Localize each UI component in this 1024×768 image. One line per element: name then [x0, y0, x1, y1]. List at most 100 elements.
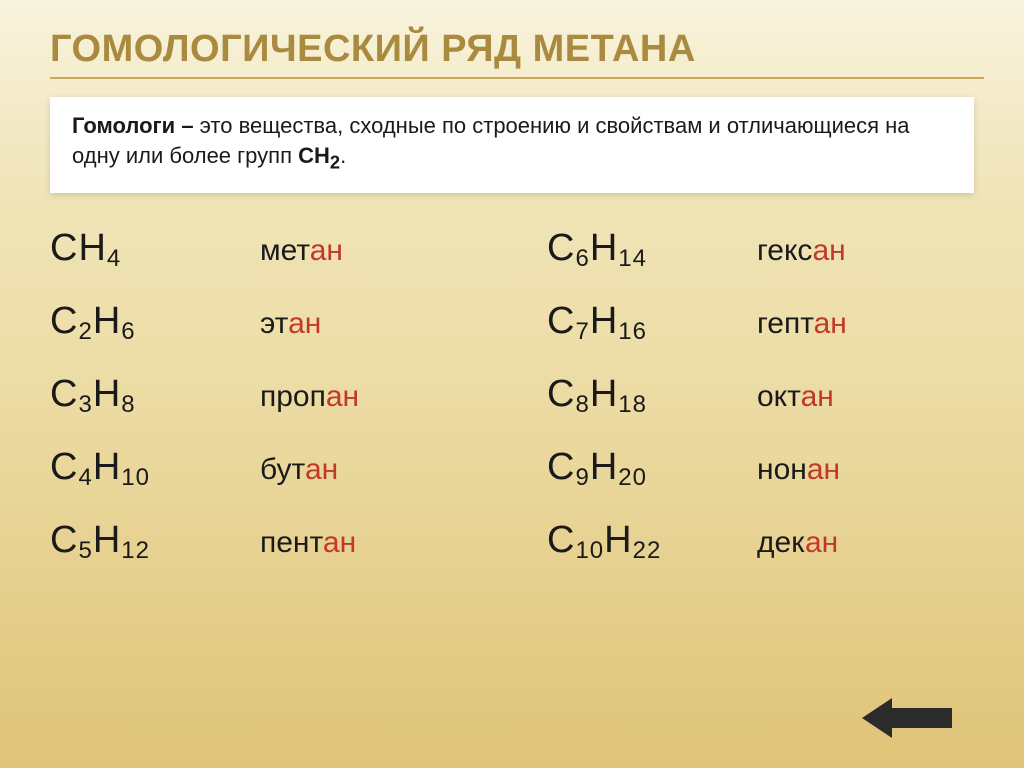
chemical-formula: С8Н18 — [547, 373, 757, 416]
name-suffix: ан — [310, 234, 343, 267]
compound-name: октан — [757, 380, 834, 414]
compound-name: пентан — [260, 526, 356, 560]
formula-sub2: 22 — [633, 537, 662, 564]
formula-sub2: 16 — [618, 318, 647, 345]
formula-row: С6Н14гексан — [547, 227, 974, 270]
formula-sub2: 12 — [121, 537, 150, 564]
formula-prefix: С — [547, 373, 575, 415]
group-subscript: 2 — [330, 151, 340, 172]
formula-sub1: 5 — [78, 537, 92, 564]
definition-group: СН2 — [298, 143, 340, 168]
chemical-formula: С9Н20 — [547, 446, 757, 489]
compound-name: гептан — [757, 307, 847, 341]
formula-mid: Н — [93, 446, 121, 488]
compound-name: бутан — [260, 453, 338, 487]
formula-sub2: 20 — [618, 464, 647, 491]
formula-mid: Н — [604, 519, 632, 561]
name-root: окт — [757, 380, 801, 413]
left-column: СН4метанС2Н6этанС3Н8пропанС4Н10бутанС5Н1… — [50, 227, 477, 592]
formula-sub1: 10 — [575, 537, 604, 564]
chemical-formula: СН4 — [50, 227, 260, 270]
formula-row: С9Н20нонан — [547, 446, 974, 489]
chemical-formula: С6Н14 — [547, 227, 757, 270]
definition-tail: . — [340, 143, 346, 168]
name-root: эт — [260, 307, 288, 340]
name-root: мет — [260, 234, 310, 267]
formula-mid: Н — [590, 446, 618, 488]
definition-text: Гомологи – это вещества, сходные по стро… — [72, 111, 952, 175]
chemical-formula: С4Н10 — [50, 446, 260, 489]
name-suffix: ан — [801, 380, 834, 413]
chemical-formula: С3Н8 — [50, 373, 260, 416]
formula-prefix: С — [50, 446, 78, 488]
formula-prefix: С — [50, 519, 78, 561]
slide-title: ГОМОЛОГИЧЕСКИЙ РЯД МЕТАНА — [50, 28, 984, 79]
formula-columns: СН4метанС2Н6этанС3Н8пропанС4Н10бутанС5Н1… — [0, 227, 1024, 592]
formula-sub2: 10 — [121, 464, 150, 491]
title-section: ГОМОЛОГИЧЕСКИЙ РЯД МЕТАНА — [0, 0, 1024, 79]
formula-sub1: 8 — [575, 391, 589, 418]
compound-name: декан — [757, 526, 838, 560]
compound-name: метан — [260, 234, 343, 268]
name-root: нон — [757, 453, 807, 486]
formula-row: С7Н16гептан — [547, 300, 974, 343]
back-arrow[interactable] — [862, 696, 952, 740]
group-letters: СН — [298, 143, 330, 168]
compound-name: нонан — [757, 453, 840, 487]
name-root: дек — [757, 526, 805, 559]
formula-sub2: 8 — [121, 391, 135, 418]
formula-sub2: 18 — [618, 391, 647, 418]
formula-row: СН4метан — [50, 227, 477, 270]
name-suffix: ан — [323, 526, 356, 559]
formula-row: С10Н22декан — [547, 519, 974, 562]
name-suffix: ан — [812, 234, 845, 267]
compound-name: пропан — [260, 380, 359, 414]
formula-mid: Н — [93, 300, 121, 342]
formula-mid: Н — [590, 300, 618, 342]
formula-sub1: 9 — [575, 464, 589, 491]
formula-sub1: 3 — [78, 391, 92, 418]
formula-sub1: 2 — [78, 318, 92, 345]
name-suffix: ан — [805, 526, 838, 559]
formula-row: С3Н8пропан — [50, 373, 477, 416]
right-column: С6Н14гексанС7Н16гептанС8Н18октанС9Н20нон… — [547, 227, 974, 592]
formula-row: С4Н10бутан — [50, 446, 477, 489]
formula-sub2: 14 — [618, 245, 647, 272]
name-root: гекс — [757, 234, 812, 267]
formula-sub1: 4 — [78, 464, 92, 491]
compound-name: гексан — [757, 234, 846, 268]
formula-prefix: С — [50, 373, 78, 415]
formula-sub1: 4 — [107, 245, 121, 272]
name-suffix: ан — [807, 453, 840, 486]
name-suffix: ан — [814, 307, 847, 340]
formula-row: С8Н18октан — [547, 373, 974, 416]
formula-row: С2Н6этан — [50, 300, 477, 343]
chemical-formula: С2Н6 — [50, 300, 260, 343]
chemical-formula: С10Н22 — [547, 519, 757, 562]
formula-row: С5Н12пентан — [50, 519, 477, 562]
formula-sub2: 6 — [121, 318, 135, 345]
definition-box: Гомологи – это вещества, сходные по стро… — [50, 97, 974, 193]
formula-sub1: 6 — [575, 245, 589, 272]
name-suffix: ан — [326, 380, 359, 413]
name-suffix: ан — [288, 307, 321, 340]
formula-prefix: С — [547, 446, 575, 488]
chemical-formula: С7Н16 — [547, 300, 757, 343]
formula-prefix: С — [547, 227, 575, 269]
formula-mid: Н — [590, 227, 618, 269]
chemical-formula: С5Н12 — [50, 519, 260, 562]
formula-sub1: 7 — [575, 318, 589, 345]
name-root: бут — [260, 453, 305, 486]
formula-prefix: С — [547, 519, 575, 561]
name-root: проп — [260, 380, 326, 413]
formula-prefix: СН — [50, 227, 107, 269]
formula-prefix: С — [547, 300, 575, 342]
formula-mid: Н — [93, 373, 121, 415]
formula-mid: Н — [93, 519, 121, 561]
compound-name: этан — [260, 307, 321, 341]
definition-lead: Гомологи – — [72, 113, 200, 138]
formula-mid: Н — [590, 373, 618, 415]
name-root: пент — [260, 526, 323, 559]
name-root: гепт — [757, 307, 814, 340]
name-suffix: ан — [305, 453, 338, 486]
